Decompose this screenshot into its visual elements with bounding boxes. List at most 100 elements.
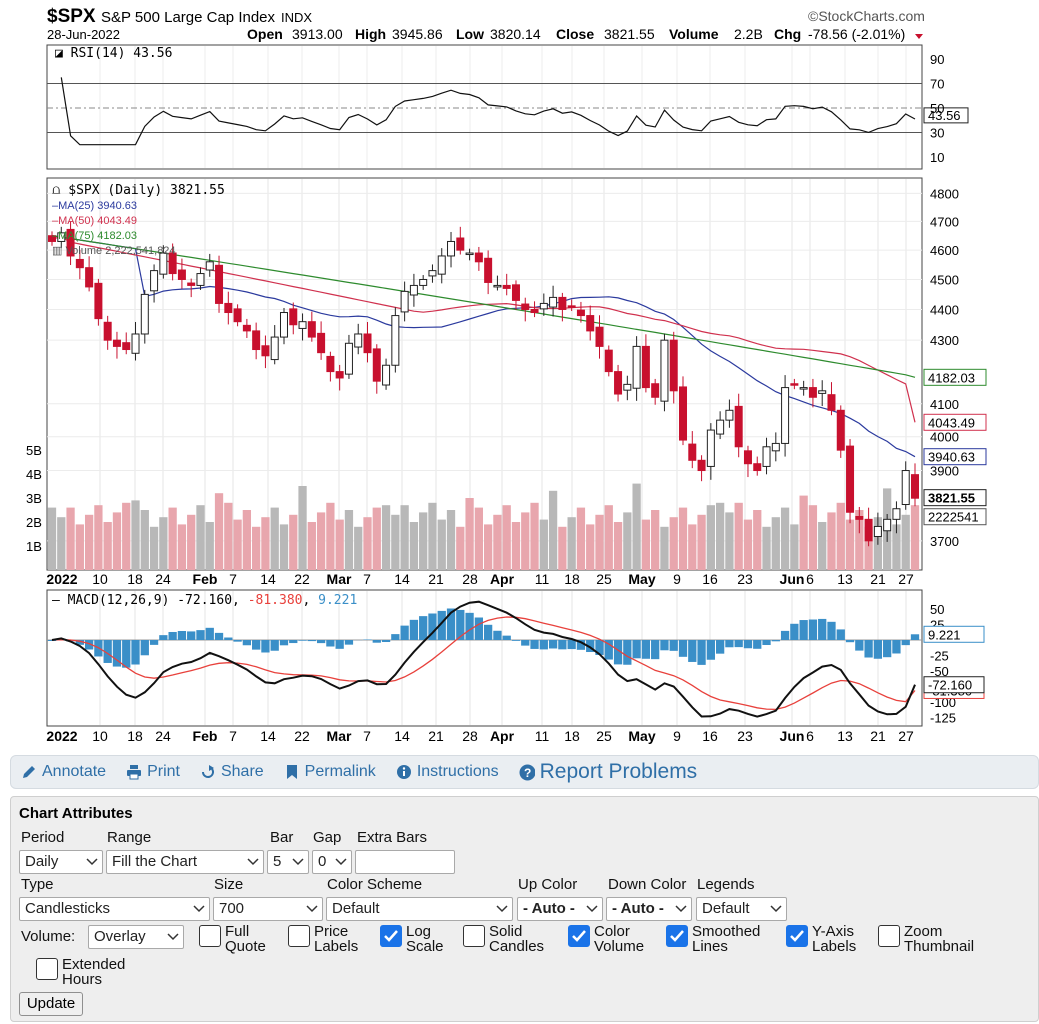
checkbox-smoothed[interactable] xyxy=(666,925,688,947)
stock-chart: $SPX S&P 500 Large Cap Index INDX ©Stock… xyxy=(26,6,987,744)
down-arrow-icon xyxy=(915,34,923,39)
checkbox-label: Solid Candles xyxy=(489,924,544,954)
checkbox-color[interactable] xyxy=(568,925,590,947)
date-tick: 18 xyxy=(127,571,143,587)
type-select[interactable]: Candlesticks xyxy=(19,897,210,921)
report-problems-link[interactable]: ? Report Problems xyxy=(519,760,697,784)
extra-bars-input[interactable] xyxy=(355,850,455,874)
macd-histogram-bar xyxy=(743,640,753,649)
volume-bar xyxy=(122,502,131,570)
volume-bar xyxy=(892,524,901,570)
volume-bar xyxy=(419,512,428,570)
checkbox-log[interactable] xyxy=(380,925,402,947)
date-tick: 13 xyxy=(837,728,853,744)
checkbox-zoom[interactable] xyxy=(878,925,900,947)
checkbox-label: Log Scale xyxy=(406,924,444,954)
high-value: 3945.86 xyxy=(392,26,443,42)
volume-bar xyxy=(224,502,233,570)
candle-body xyxy=(539,302,548,310)
macd-histogram-bar xyxy=(214,632,224,640)
date-tick: 7 xyxy=(229,571,237,587)
date-tick: 9 xyxy=(673,571,681,587)
macd-tick: 50 xyxy=(930,602,944,617)
bar-select[interactable]: 5 xyxy=(267,850,309,874)
macd-tag: -72.160 xyxy=(928,678,972,693)
date-tick: 9 xyxy=(673,728,681,744)
volume-bar xyxy=(354,526,363,570)
candle-body xyxy=(725,409,734,421)
macd-histogram-bar xyxy=(112,640,122,667)
instructions-link[interactable]: Instructions xyxy=(396,763,499,781)
macd-histogram-bar xyxy=(521,640,530,646)
candle-body xyxy=(242,324,251,332)
volume-select[interactable]: Overlay xyxy=(88,925,184,949)
date-tick: Mar xyxy=(327,571,352,587)
macd-histogram-bar xyxy=(734,640,743,648)
rsi-panel: 43.56 xyxy=(47,77,969,146)
volume-bar xyxy=(289,514,298,570)
candle-body xyxy=(122,342,131,351)
checkbox-label-line: Thumbnail xyxy=(904,938,975,955)
checkbox-solid[interactable] xyxy=(463,925,485,947)
candle-body xyxy=(354,333,363,348)
checkbox-label: Smoothed Lines xyxy=(692,924,760,954)
volume-bar xyxy=(326,502,335,570)
period-select[interactable]: Daily xyxy=(19,850,103,874)
period-label: Period xyxy=(21,829,65,846)
share-link[interactable]: Share xyxy=(200,763,264,781)
macd-histogram-bar xyxy=(910,634,920,640)
macd-histogram-bar xyxy=(790,623,799,640)
color-scheme-select[interactable]: Default xyxy=(326,897,513,921)
legends-select[interactable]: Default xyxy=(696,897,787,921)
volume-label: Volume xyxy=(669,26,719,42)
date-tick: 13 xyxy=(837,571,853,587)
checkbox-extended[interactable] xyxy=(36,958,58,980)
volume-bar xyxy=(845,519,855,570)
candle-body xyxy=(781,387,790,444)
checkbox-full[interactable] xyxy=(199,925,221,947)
candle-body xyxy=(521,303,530,310)
macd-panel xyxy=(47,600,922,718)
size-select[interactable]: 700 xyxy=(213,897,323,921)
checkbox-y-axis[interactable] xyxy=(786,925,808,947)
volume-tick: 4B xyxy=(26,467,42,482)
volume-bar xyxy=(84,514,94,570)
macd-histogram-bar xyxy=(75,640,84,645)
date-tick: Apr xyxy=(490,728,515,744)
update-button[interactable]: Update xyxy=(19,992,83,1016)
range-select[interactable]: Fill the Chart xyxy=(106,850,264,874)
candle-body xyxy=(836,409,845,451)
volume-bar xyxy=(660,526,669,570)
date-tick: 27 xyxy=(898,571,914,587)
down-color-select[interactable]: - Auto - xyxy=(606,897,692,921)
candle-body xyxy=(901,470,910,506)
candle-body xyxy=(595,326,604,347)
volume-bar xyxy=(669,517,678,570)
candle-body xyxy=(771,442,780,452)
question-icon: ? xyxy=(519,764,535,780)
up-color-select[interactable]: - Auto - xyxy=(517,897,603,921)
macd-histogram-bar xyxy=(205,627,214,640)
checkbox-price[interactable] xyxy=(288,925,310,947)
volume-bar xyxy=(196,505,205,570)
range-value: Fill the Chart xyxy=(112,853,198,870)
checkbox-label-line: Volume xyxy=(594,938,645,955)
share-label: Share xyxy=(220,763,264,780)
date-tick: Mar xyxy=(327,728,352,744)
gap-select[interactable]: 0 xyxy=(312,850,352,874)
macd-histogram-bar xyxy=(233,640,242,642)
annotate-link[interactable]: Annotate xyxy=(21,763,106,781)
candle-body xyxy=(632,345,641,389)
volume-bar xyxy=(242,510,252,570)
volume-bar xyxy=(743,519,753,570)
volume-bar xyxy=(335,519,344,570)
price-legend: ⩍ $SPX (Daily) 3821.55 xyxy=(52,183,225,198)
macd-histogram-bar xyxy=(688,640,697,662)
permalink-link[interactable]: Permalink xyxy=(284,763,376,781)
volume-bar xyxy=(112,512,122,570)
macd-histogram-bar xyxy=(651,640,660,660)
macd-histogram-bar xyxy=(641,640,651,659)
print-link[interactable]: Print xyxy=(126,763,180,781)
macd-histogram-bar xyxy=(586,640,595,653)
ma75-line xyxy=(51,235,916,378)
